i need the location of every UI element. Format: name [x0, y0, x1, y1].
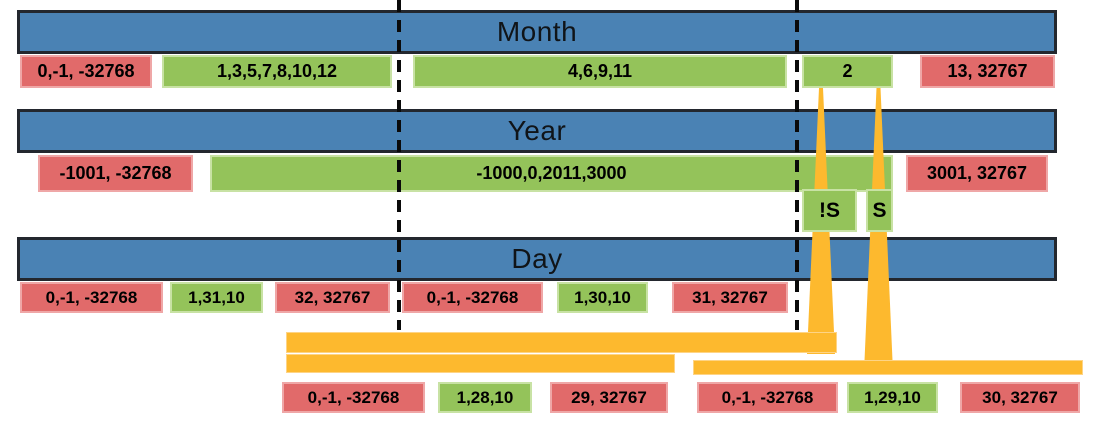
month-class-invalid-low: 0,-1, -32768 [20, 55, 152, 88]
year-class-valid: -1000,0,2011,3000 [210, 155, 893, 192]
month-bar-label: Month [496, 16, 578, 47]
feb-leap-invalid-low: 0,-1, -32768 [697, 382, 838, 413]
feb-leap-invalid-high: 30, 32767 [960, 382, 1080, 413]
day-class-valid-30: 1,30,10 [557, 282, 648, 313]
flow-strip-non-leap-lower [286, 354, 675, 373]
leap-flag-leap: S [866, 189, 893, 232]
feb-leap-valid: 1,29,10 [847, 382, 938, 413]
partition-divider-left [397, 0, 401, 330]
feb-nonleap-invalid-low: 0,-1, -32768 [282, 382, 425, 413]
flow-strip-non-leap-upper [286, 332, 837, 353]
day-bar-label: Day [511, 243, 563, 274]
feb-nonleap-valid: 1,28,10 [438, 382, 532, 413]
month-class-february: 2 [802, 55, 893, 88]
month-class-invalid-high: 13, 32767 [920, 55, 1055, 88]
day-class-invalid-low-31: 0,-1, -32768 [20, 282, 163, 313]
day-bar: Day [17, 237, 1057, 281]
month-bar: Month [17, 10, 1057, 54]
leap-flag-not-leap: !S [802, 189, 857, 232]
day-class-invalid-high-30: 31, 32767 [672, 282, 788, 313]
year-bar: Year [17, 109, 1057, 153]
feb-nonleap-invalid-high: 29, 32767 [550, 382, 668, 413]
year-class-invalid-high: 3001, 32767 [906, 155, 1048, 192]
day-class-valid-31: 1,31,10 [170, 282, 263, 313]
day-class-invalid-high-31: 32, 32767 [275, 282, 390, 313]
partition-divider-right [795, 0, 799, 330]
month-class-30day-months: 4,6,9,11 [413, 55, 787, 88]
year-bar-label: Year [507, 115, 567, 146]
flow-strip-leap [693, 360, 1083, 375]
month-class-31day-months: 1,3,5,7,8,10,12 [162, 55, 392, 88]
day-class-invalid-low-30: 0,-1, -32768 [402, 282, 543, 313]
year-class-invalid-low: -1001, -32768 [38, 155, 193, 192]
